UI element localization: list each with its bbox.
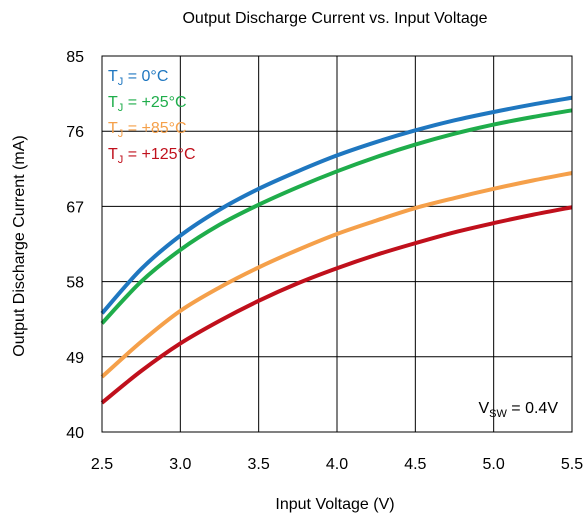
- y-axis-label: Output Discharge Current (mA): [11, 135, 28, 356]
- chart-title: Output Discharge Current vs. Input Volta…: [182, 10, 487, 27]
- annotation-vsw: VSW = 0.4V: [478, 400, 558, 420]
- y-tick-label: 76: [66, 124, 84, 141]
- x-tick-labels: 2.5 3.0 3.5 4.0 4.5 5.0 5.5: [91, 456, 583, 473]
- y-tick-label: 40: [66, 425, 84, 442]
- legend: TJ = 0°C TJ = +25°C TJ = +85°C TJ = +125°C: [108, 68, 196, 166]
- y-tick-label: 58: [66, 275, 84, 292]
- y-tick-label: 67: [66, 199, 84, 216]
- series-line-2: [100, 171, 573, 379]
- y-tick-labels: 40 49 58 67 76 85: [66, 49, 84, 442]
- y-tick-label: 49: [66, 350, 84, 367]
- series-line-1: [100, 108, 573, 325]
- plot-frame: [101, 55, 573, 433]
- series-line-3: [100, 205, 573, 405]
- x-tick-label: 5.5: [561, 456, 583, 473]
- legend-entry-0: TJ = 0°C: [108, 68, 168, 88]
- legend-entry-3: TJ = +125°C: [108, 146, 196, 166]
- x-tick-label: 4.0: [326, 456, 348, 473]
- legend-entry-2: TJ = +85°C: [108, 120, 187, 140]
- annotation: VSW = 0.4V: [478, 400, 558, 420]
- legend-entry-1: TJ = +25°C: [108, 94, 187, 114]
- series-lines: [100, 95, 573, 405]
- x-tick-label: 2.5: [91, 456, 113, 473]
- x-tick-label: 3.5: [248, 456, 270, 473]
- x-tick-label: 3.0: [169, 456, 191, 473]
- x-tick-label: 4.5: [404, 456, 426, 473]
- y-tick-label: 85: [66, 49, 84, 66]
- x-tick-label: 5.0: [483, 456, 505, 473]
- series-line-0: [100, 95, 573, 315]
- x-axis-label: Input Voltage (V): [275, 496, 394, 513]
